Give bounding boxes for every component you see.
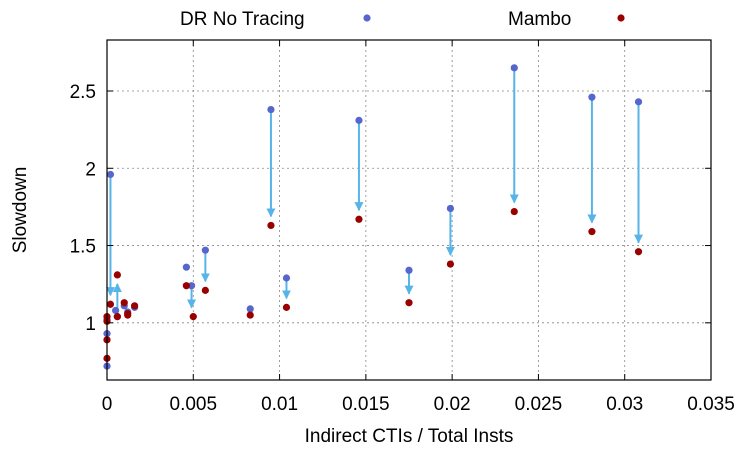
dr-no-tracing-point: [634, 98, 643, 106]
mambo-point: [113, 271, 121, 279]
mambo-point: [355, 215, 363, 223]
y-tick-label: 2: [85, 159, 96, 180]
improvement-arrows: [105, 67, 644, 311]
y-tick-label: 1.5: [70, 237, 96, 258]
mambo-point: [106, 300, 115, 308]
x-tick-label: 0: [102, 394, 113, 415]
dr-no-tracing-point: [267, 105, 275, 114]
y-tick-label: 2.5: [70, 82, 96, 103]
dr-no-tracing-point: [355, 116, 363, 124]
mambo-point: [405, 299, 413, 307]
mambo-point: [446, 260, 455, 268]
dr-no-tracing-point: [187, 282, 196, 290]
mambo-point: [510, 207, 518, 216]
mambo-point: [124, 309, 132, 318]
dr-no-tracing-point: [510, 64, 518, 72]
mambo-point: [182, 282, 190, 290]
dr-no-tracing-point: [106, 170, 115, 179]
mambo-point: [189, 313, 197, 321]
mambo-point: [131, 302, 139, 310]
legend-marker-dr: [363, 14, 371, 22]
x-tick-label: 0.01: [261, 394, 298, 415]
x-axis-title: Indirect CTIs / Total Insts: [305, 426, 514, 447]
plot-frame: [106, 39, 712, 381]
mambo-point: [120, 299, 128, 307]
dr-no-tracing-point: [588, 93, 596, 101]
x-tick-label: 0.015: [342, 394, 390, 415]
dr-no-tracing-point: [201, 246, 209, 254]
x-tick-label: 0.035: [687, 394, 735, 415]
grid-lines: [107, 40, 711, 380]
x-tick-label: 0.02: [434, 394, 471, 415]
mambo-point: [588, 228, 596, 236]
dr-no-tracing-point: [282, 274, 291, 282]
dr-no-tracing-point: [405, 266, 413, 274]
legend-label-dr: DR No Tracing: [180, 9, 305, 30]
mambo-point: [201, 286, 209, 294]
mambo-point: [282, 303, 291, 311]
dr-no-tracing-point: [446, 204, 455, 213]
dr-no-tracing-point: [246, 305, 254, 313]
data-points: [103, 64, 643, 370]
legend-marker-mambo: [617, 14, 625, 22]
mambo-point: [634, 248, 643, 256]
legend: DR No Tracing Mambo: [180, 9, 625, 30]
mambo-point: [246, 311, 254, 319]
mambo-point: [113, 313, 121, 321]
legend-label-mambo: Mambo: [508, 9, 571, 30]
x-tick-label: 0.03: [606, 394, 643, 415]
x-tick-label: 0.005: [170, 394, 218, 415]
axis-ticks: 0 0.005 0.01 0.015 0.02 0.025 0.03 0.035 1 1.5 2 2.…: [70, 40, 735, 415]
y-tick-label: 1: [85, 314, 96, 335]
mambo-point: [267, 221, 275, 230]
y-axis-title: Slowdown: [10, 167, 31, 254]
dr-no-tracing-point: [182, 263, 190, 271]
x-tick-label: 0.025: [515, 394, 563, 415]
dr-no-tracing-point: [112, 306, 120, 315]
